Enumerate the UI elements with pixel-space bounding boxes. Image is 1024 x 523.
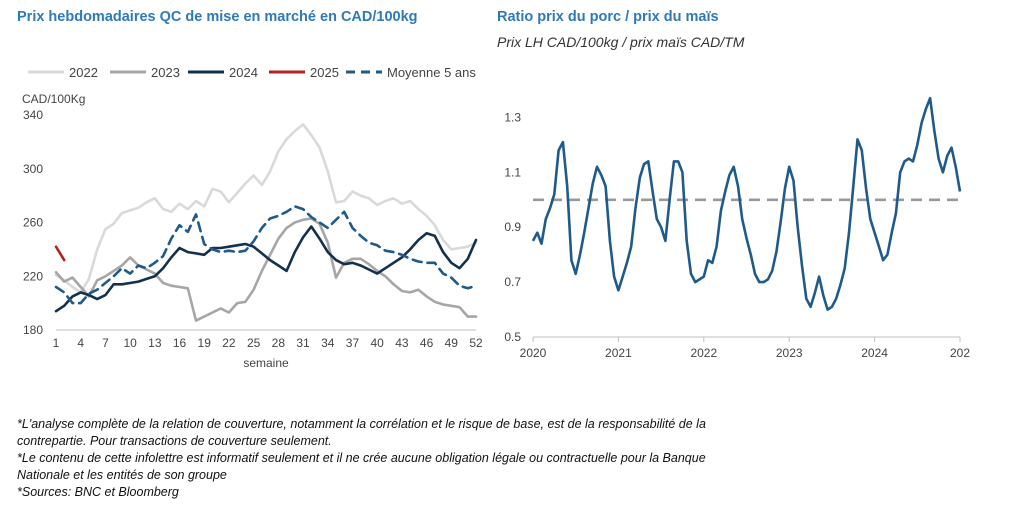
right-chart-title: Ratio prix du porc / prix du maïs xyxy=(497,9,719,25)
y-axis-unit-label: CAD/100Kg xyxy=(22,92,85,106)
legend-label: Moyenne 5 ans xyxy=(387,65,476,80)
hog-corn-ratio-chart: 0.5 0.7 0.9 1.1 1.3 2020 2021 2022 2023 2024 202 xyxy=(504,96,970,360)
x-tick-label: 16 xyxy=(173,336,187,350)
x-tick-label: 19 xyxy=(198,336,212,350)
y-tick-label: 0.9 xyxy=(504,220,521,234)
x-tick-label: 1 xyxy=(53,336,60,350)
x-tick-label: 49 xyxy=(445,336,459,350)
legend-label: 2023 xyxy=(151,65,180,80)
footnotes: *L'analyse complète de la relation de co… xyxy=(17,416,867,501)
footnote-line: contrepartie. Pour transactions de couve… xyxy=(17,434,332,448)
footnote-line: *Le contenu de cette infolettre est info… xyxy=(17,451,706,465)
x-tick-label: 2022 xyxy=(690,346,717,360)
x-tick-label: 2020 xyxy=(520,346,547,360)
legend-label: 2025 xyxy=(310,65,339,80)
x-tick-label: 2023 xyxy=(776,346,803,360)
legend-label: 2022 xyxy=(69,65,98,80)
right-chart-subtitle: Prix LH CAD/100kg / prix maïs CAD/TM xyxy=(497,34,745,50)
legend-label: 2024 xyxy=(229,65,258,80)
x-tick-label: 7 xyxy=(102,336,109,350)
y-tick-label: 260 xyxy=(23,216,43,230)
y-tick-label: 0.5 xyxy=(504,330,521,344)
x-tick-label: 2021 xyxy=(605,346,632,360)
footnote-line: *Sources: BNC et Bloomberg xyxy=(17,485,179,499)
series-line-2024 xyxy=(54,225,478,313)
y-tick-label: 340 xyxy=(23,108,43,122)
x-tick-label: 2024 xyxy=(861,346,888,360)
x-tick-label: 52 xyxy=(469,336,483,350)
series-line-2025 xyxy=(54,245,66,262)
y-tick-label: 180 xyxy=(23,323,43,337)
x-tick-label: 40 xyxy=(370,336,384,350)
y-tick-label: 300 xyxy=(23,162,43,176)
ratio-series-line xyxy=(531,96,962,311)
y-tick-label: 0.7 xyxy=(504,275,521,289)
x-tick-label: 37 xyxy=(346,336,360,350)
x-tick-label: 13 xyxy=(148,336,162,350)
x-axis-label: semaine xyxy=(243,356,289,370)
x-tick-label: 202 xyxy=(950,346,970,360)
x-tick-label: 4 xyxy=(77,336,84,350)
x-tick-label: 25 xyxy=(247,336,261,350)
x-tick-label: 34 xyxy=(321,336,335,350)
series-line-2023 xyxy=(54,217,478,322)
x-tick-label: 22 xyxy=(222,336,236,350)
footnote-line: *L'analyse complète de la relation de co… xyxy=(17,417,706,431)
x-tick-label: 46 xyxy=(420,336,434,350)
y-tick-label: 1.3 xyxy=(504,110,521,124)
series-line-moyenne-5-ans xyxy=(54,205,478,305)
weekly-price-chart: 2022 2023 2024 2025 Moyenne 5 ans CAD/100Kg 18… xyxy=(22,65,483,370)
left-chart-title: Prix hebdomadaires QC de mise en marché … xyxy=(17,9,418,25)
x-tick-label: 43 xyxy=(395,336,409,350)
x-tick-label: 31 xyxy=(296,336,310,350)
x-tick-label: 10 xyxy=(123,336,137,350)
footnote-line: Nationale et les entités de son groupe xyxy=(17,468,227,482)
y-tick-label: 220 xyxy=(23,269,43,283)
y-tick-label: 1.1 xyxy=(504,165,521,179)
series-line-2022 xyxy=(54,123,478,294)
x-tick-label: 28 xyxy=(272,336,286,350)
